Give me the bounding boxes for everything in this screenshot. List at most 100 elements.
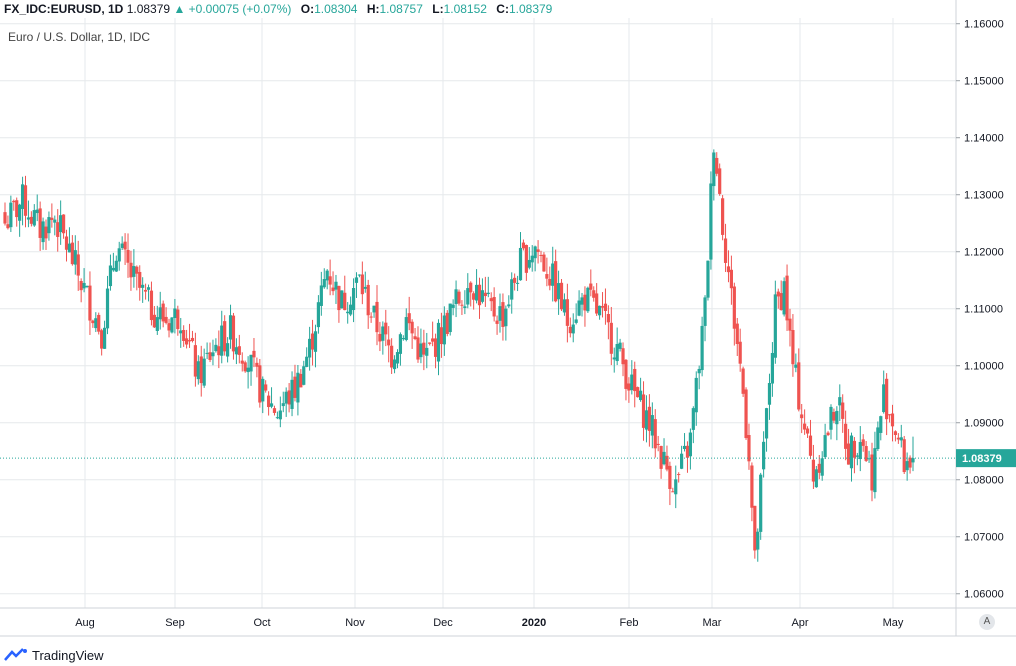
- candle-body: [744, 389, 748, 439]
- candle-body: [685, 445, 690, 458]
- candle-body: [885, 378, 889, 420]
- candle-body: [454, 289, 458, 304]
- candle-body: [258, 365, 262, 403]
- candle-body: [313, 331, 318, 352]
- candle-body: [700, 325, 704, 371]
- candle-body: [785, 275, 789, 321]
- change-indicator: ▲ +0.00075 (+0.07%): [173, 2, 292, 16]
- candle-body: [797, 362, 801, 410]
- y-tick-label: 1.08000: [964, 475, 1004, 487]
- candle-body: [551, 263, 555, 286]
- candle-body: [600, 306, 605, 308]
- candle-body: [548, 278, 552, 286]
- candle-body: [108, 265, 113, 287]
- symbol-label[interactable]: FX_IDC:EURUSD, 1D: [4, 2, 124, 16]
- candle-body: [908, 457, 912, 468]
- candle-body: [554, 261, 558, 302]
- x-tick-label: Aug: [75, 617, 95, 629]
- candle-body: [674, 479, 678, 495]
- candle-body: [911, 458, 915, 463]
- candle-body: [381, 326, 385, 341]
- candle-body: [826, 432, 830, 436]
- candle-body: [718, 168, 722, 194]
- candle-body: [902, 439, 906, 473]
- candle-body: [20, 184, 25, 209]
- last-price: 1.08379: [126, 2, 171, 16]
- candle-body: [841, 402, 845, 419]
- candle-body: [820, 458, 824, 476]
- candle-body: [586, 287, 590, 312]
- y-tick-label: 1.14000: [964, 133, 1004, 145]
- candle-body: [641, 394, 646, 428]
- candle-body: [460, 304, 464, 306]
- candle-body: [433, 338, 438, 357]
- candle-body: [703, 297, 707, 326]
- candle-body: [677, 474, 681, 476]
- candle-body: [472, 293, 476, 300]
- candle-body: [18, 204, 22, 221]
- candle-body: [319, 285, 323, 306]
- candle-body: [228, 315, 233, 340]
- candle-body: [337, 285, 341, 311]
- candle-body: [193, 345, 197, 377]
- y-tick-label: 1.11000: [964, 304, 1003, 316]
- price-chart[interactable]: 1.16000 1.15000 1.14000 1.13000 1.12000 1.110…: [0, 0, 1016, 640]
- candle-body: [410, 321, 414, 334]
- candle-body: [662, 451, 666, 465]
- candle-body: [803, 423, 807, 430]
- candle-body: [413, 336, 417, 340]
- candle-body: [852, 440, 857, 458]
- tradingview-logo[interactable]: TradingView: [4, 646, 104, 664]
- candle-body: [726, 266, 731, 273]
- candle-body: [79, 281, 83, 291]
- y-tick-label: 1.09000: [964, 418, 1004, 430]
- candle-body: [712, 152, 716, 187]
- candle-body: [688, 432, 692, 457]
- candle-body: [182, 330, 186, 341]
- candle-body: [486, 292, 490, 295]
- candle-body: [515, 282, 520, 284]
- candle-body: [252, 350, 256, 358]
- candle-body: [281, 403, 285, 407]
- candle-body: [138, 271, 142, 288]
- candle-body: [372, 305, 376, 313]
- candle-body: [214, 344, 218, 352]
- candle-body: [759, 474, 763, 532]
- candle-body: [158, 307, 162, 320]
- candle-body: [422, 342, 426, 355]
- candle-body: [647, 406, 651, 431]
- candle-body: [805, 428, 810, 434]
- candle-body: [302, 366, 306, 385]
- candle-body: [697, 368, 701, 374]
- candle-body: [580, 297, 584, 305]
- candle-body: [870, 454, 874, 491]
- candle-body: [12, 200, 16, 203]
- candle-body: [905, 461, 909, 471]
- candle-body: [653, 419, 657, 449]
- candle-body: [735, 323, 739, 345]
- candle-body: [568, 326, 572, 334]
- candle-body: [91, 320, 95, 324]
- candle-body: [513, 277, 517, 283]
- candle-body: [882, 384, 886, 413]
- candle-body: [680, 453, 684, 469]
- candle-body: [451, 304, 455, 308]
- candle-body: [378, 333, 382, 342]
- candle-body: [729, 269, 733, 289]
- candle-body: [524, 244, 528, 273]
- x-tick-label: Oct: [253, 617, 270, 629]
- candle-body: [149, 290, 154, 321]
- candle-body: [375, 301, 379, 333]
- candle-body: [234, 347, 238, 355]
- candle-body: [56, 222, 60, 237]
- candle-body: [416, 337, 420, 360]
- x-tick-label: Apr: [791, 617, 808, 629]
- candle-body: [618, 342, 622, 349]
- candle-body: [390, 345, 394, 368]
- auto-scale-button[interactable]: A: [979, 614, 995, 630]
- candle-body: [589, 283, 593, 290]
- candle-body: [665, 455, 669, 470]
- open-label: O:: [300, 2, 315, 16]
- candle-body: [773, 294, 777, 358]
- candle-body: [627, 383, 631, 391]
